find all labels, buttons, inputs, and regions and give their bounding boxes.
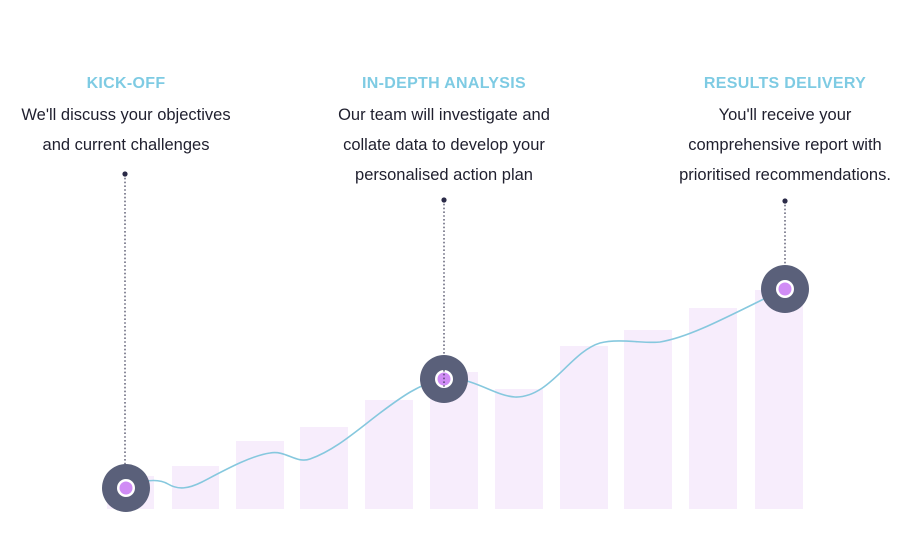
bar xyxy=(560,346,608,509)
connector-dot xyxy=(441,197,447,203)
bar xyxy=(495,389,543,509)
milestone-marker-results-delivery xyxy=(761,265,809,313)
step-description: You'll receive your comprehensive report… xyxy=(637,100,923,190)
description-line: personalised action plan xyxy=(355,166,533,184)
step-kick-off: KICK-OFF We'll discuss your objectives a… xyxy=(0,74,266,160)
description-line: We'll discuss your objectives xyxy=(21,106,231,124)
bar xyxy=(365,400,413,509)
bar xyxy=(300,427,348,509)
step-title: KICK-OFF xyxy=(86,75,166,92)
step-results-delivery: RESULTS DELIVERY You'll receive your com… xyxy=(637,74,923,190)
step-description: Our team will investigate and collate da… xyxy=(304,100,584,190)
description-line: prioritised recommendations. xyxy=(679,166,891,184)
step-title: IN-DEPTH ANALYSIS xyxy=(362,75,526,92)
bar xyxy=(689,308,737,509)
connector-kick-off xyxy=(122,171,128,488)
description-line: and current challenges xyxy=(42,136,210,154)
bar xyxy=(236,441,284,509)
connector-dot xyxy=(782,198,788,204)
step-description: We'll discuss your objectives and curren… xyxy=(0,100,266,160)
description-line: comprehensive report with xyxy=(688,136,882,154)
step-title: RESULTS DELIVERY xyxy=(703,75,867,92)
description-line: You'll receive your xyxy=(718,106,852,124)
bar xyxy=(755,290,803,509)
step-in-depth-analysis: IN-DEPTH ANALYSIS Our team will investig… xyxy=(304,74,584,190)
description-line: collate data to develop your xyxy=(343,136,545,154)
bar xyxy=(624,330,672,509)
connector-in-depth-analysis xyxy=(441,197,447,379)
background-bars xyxy=(107,290,803,509)
description-line: Our team will investigate and xyxy=(338,106,550,124)
milestone-marker-kick-off xyxy=(102,464,150,512)
trend-curve xyxy=(125,288,785,489)
milestone-marker-in-depth-analysis xyxy=(420,355,468,403)
connector-dot xyxy=(122,171,128,177)
